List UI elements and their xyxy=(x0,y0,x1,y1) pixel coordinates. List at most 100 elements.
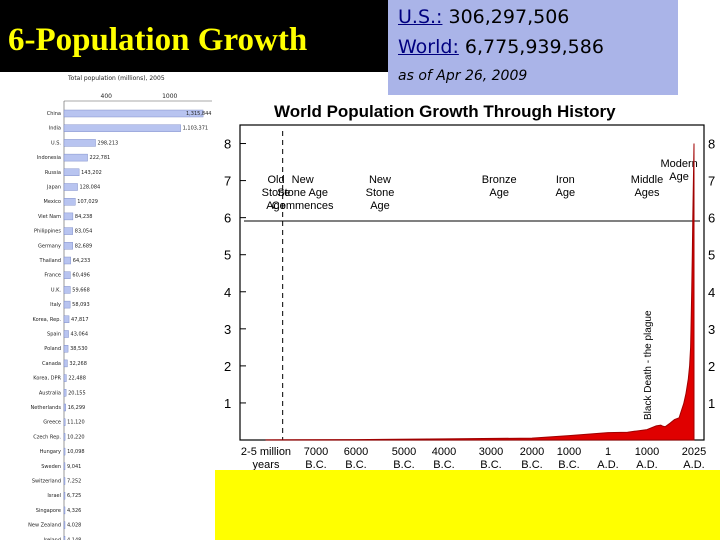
yellow-footer-band xyxy=(215,470,720,540)
growth-chart-xtick-top: 1000 xyxy=(635,446,659,458)
bar-chart-category-label: Sweden xyxy=(41,464,61,470)
us-population-value: 306,297,506 xyxy=(448,6,570,28)
world-population-value: 6,775,939,586 xyxy=(464,36,604,58)
bar-chart-category-label: China xyxy=(47,111,61,117)
bar-chart-title: Total population (millions), 2005 xyxy=(67,75,165,82)
bar-chart-bar xyxy=(63,477,66,485)
bar-chart-category-label: Spain xyxy=(47,332,61,338)
bar-chart-bar xyxy=(63,139,96,147)
growth-chart-ytick-right: 6 xyxy=(708,211,715,226)
growth-chart-era-label: Middle xyxy=(631,174,663,186)
bar-chart-value-label: 107,029 xyxy=(77,199,98,205)
bar-chart-category-label: Canada xyxy=(42,361,61,367)
growth-chart-xtick-bottom: A.D. xyxy=(636,459,657,470)
growth-chart-era-label: Modern xyxy=(660,158,697,170)
world-population-line: World: 6,775,939,586 xyxy=(398,36,604,58)
bar-chart-value-label: 143,202 xyxy=(81,170,102,176)
bar-chart-bar xyxy=(63,153,88,162)
bar-chart-value-label: 60,496 xyxy=(72,273,90,279)
bar-chart-category-label: Thailand xyxy=(39,258,61,264)
bar-chart-value-label: 43,064 xyxy=(71,332,89,338)
bar-chart-value-label: 58,093 xyxy=(72,302,90,308)
bar-chart-value-label: 1,103,371 xyxy=(183,126,208,132)
country-population-bar-chart: Total population (millions), 2005 400 1000… xyxy=(0,72,216,540)
bar-chart-bar xyxy=(63,462,66,470)
bar-chart-bar xyxy=(63,447,66,456)
growth-chart-era-label: New xyxy=(292,174,314,186)
bar-chart-value-label: 32,268 xyxy=(69,361,87,367)
growth-chart-ytick-left: 6 xyxy=(224,211,231,226)
bar-chart-category-label: Russia xyxy=(45,170,61,176)
world-population-growth-chart: World Population Growth Through History 1… xyxy=(216,95,720,470)
bar-chart-value-label: 83,054 xyxy=(75,229,93,235)
growth-chart-xtick-bottom: A.D. xyxy=(597,459,618,470)
slide-title: 6-Population Growth xyxy=(8,22,308,58)
growth-chart-ytick-right: 3 xyxy=(708,322,715,337)
bar-chart-bar xyxy=(63,389,67,397)
bar-chart-value-label: 10,098 xyxy=(67,449,85,455)
growth-chart-xtick-bottom: B.C. xyxy=(433,459,454,470)
bar-chart-category-label: Greece xyxy=(43,420,61,426)
growth-chart-era-label: Stone xyxy=(366,187,395,199)
growth-chart-xtick-top: 7000 xyxy=(304,446,328,458)
bar-chart-value-label: 298,213 xyxy=(98,140,119,146)
bar-chart-bar xyxy=(63,506,66,515)
growth-chart-frame xyxy=(239,124,705,441)
bar-chart-category-label: U.K. xyxy=(51,287,62,293)
growth-chart-xtick-bottom: years xyxy=(253,459,280,470)
bar-chart-value-label: 20,155 xyxy=(68,390,86,396)
bar-chart-xtick: 400 xyxy=(101,93,113,100)
bar-chart-value-label: 4,148 xyxy=(67,537,81,540)
growth-chart-ytick-left: 1 xyxy=(224,396,231,411)
bar-chart-bar xyxy=(63,345,69,353)
growth-chart-xtick-top: 6000 xyxy=(344,446,368,458)
bar-chart-bar xyxy=(63,256,71,265)
bar-chart-bar xyxy=(63,124,181,132)
bar-chart-category-label: Singapore xyxy=(36,508,61,514)
bar-chart-value-label: 47,817 xyxy=(71,317,89,323)
growth-chart-ytick-left: 7 xyxy=(224,174,231,189)
growth-chart-xtick-bottom: B.C. xyxy=(521,459,542,470)
growth-chart-ytick-left: 4 xyxy=(224,285,231,300)
us-population-link[interactable]: U.S.: xyxy=(398,6,443,28)
growth-chart-era-label: Stone Age xyxy=(277,187,328,199)
bar-chart-category-label: Korea, DPR xyxy=(33,376,61,382)
growth-chart-xtick-top: 3000 xyxy=(479,446,503,458)
growth-chart-era-label: New xyxy=(369,174,391,186)
growth-chart-era-label: Bronze xyxy=(482,174,517,186)
bar-chart-value-label: 22,488 xyxy=(68,376,86,382)
title-bar: 6-Population Growth xyxy=(0,0,388,72)
growth-chart-xtick-top: 2-5 million xyxy=(241,446,291,458)
bar-chart-category-label: Israel xyxy=(47,493,61,499)
bar-chart-value-label: 4,326 xyxy=(67,508,81,514)
bar-chart-bar xyxy=(63,168,80,177)
bar-chart-category-label: Australia xyxy=(39,390,61,396)
bar-chart-value-label: 64,233 xyxy=(73,258,91,264)
bar-chart-bar xyxy=(63,330,69,338)
bar-chart-bar xyxy=(63,359,68,368)
bar-chart-bar xyxy=(63,300,71,309)
growth-chart-ytick-left: 3 xyxy=(224,322,231,337)
growth-chart-ytick-right: 8 xyxy=(708,137,715,152)
growth-chart-ytick-right: 2 xyxy=(708,359,715,374)
world-population-link[interactable]: World: xyxy=(398,36,459,58)
bar-chart-category-label: Czech Rep. xyxy=(33,434,61,440)
bar-chart-category-label: Poland xyxy=(44,346,61,352)
growth-chart-xtick-bottom: B.C. xyxy=(305,459,326,470)
bar-chart-category-label: Mexico xyxy=(44,199,61,205)
growth-chart-xtick-bottom: A.D. xyxy=(683,459,704,470)
bar-chart-value-label: 222,781 xyxy=(90,155,111,161)
bar-chart-value-label: 1,315,844 xyxy=(186,111,211,117)
growth-chart-xtick-bottom: B.C. xyxy=(345,459,366,470)
growth-chart-era-label: Stone xyxy=(262,187,291,199)
growth-chart-xtick-top: 5000 xyxy=(392,446,416,458)
stats-as-of-date: as of Apr 26, 2009 xyxy=(398,68,528,84)
bar-chart-category-label: U.S. xyxy=(51,140,61,146)
growth-chart-ytick-right: 7 xyxy=(708,174,715,189)
bar-chart-value-label: 9,041 xyxy=(67,464,81,470)
bar-chart-value-label: 4,028 xyxy=(67,523,81,529)
bar-chart-category-label: New Zealand xyxy=(28,523,61,529)
bar-chart-value-label: 10,220 xyxy=(67,434,85,440)
bar-chart-value-label: 7,252 xyxy=(67,479,81,485)
